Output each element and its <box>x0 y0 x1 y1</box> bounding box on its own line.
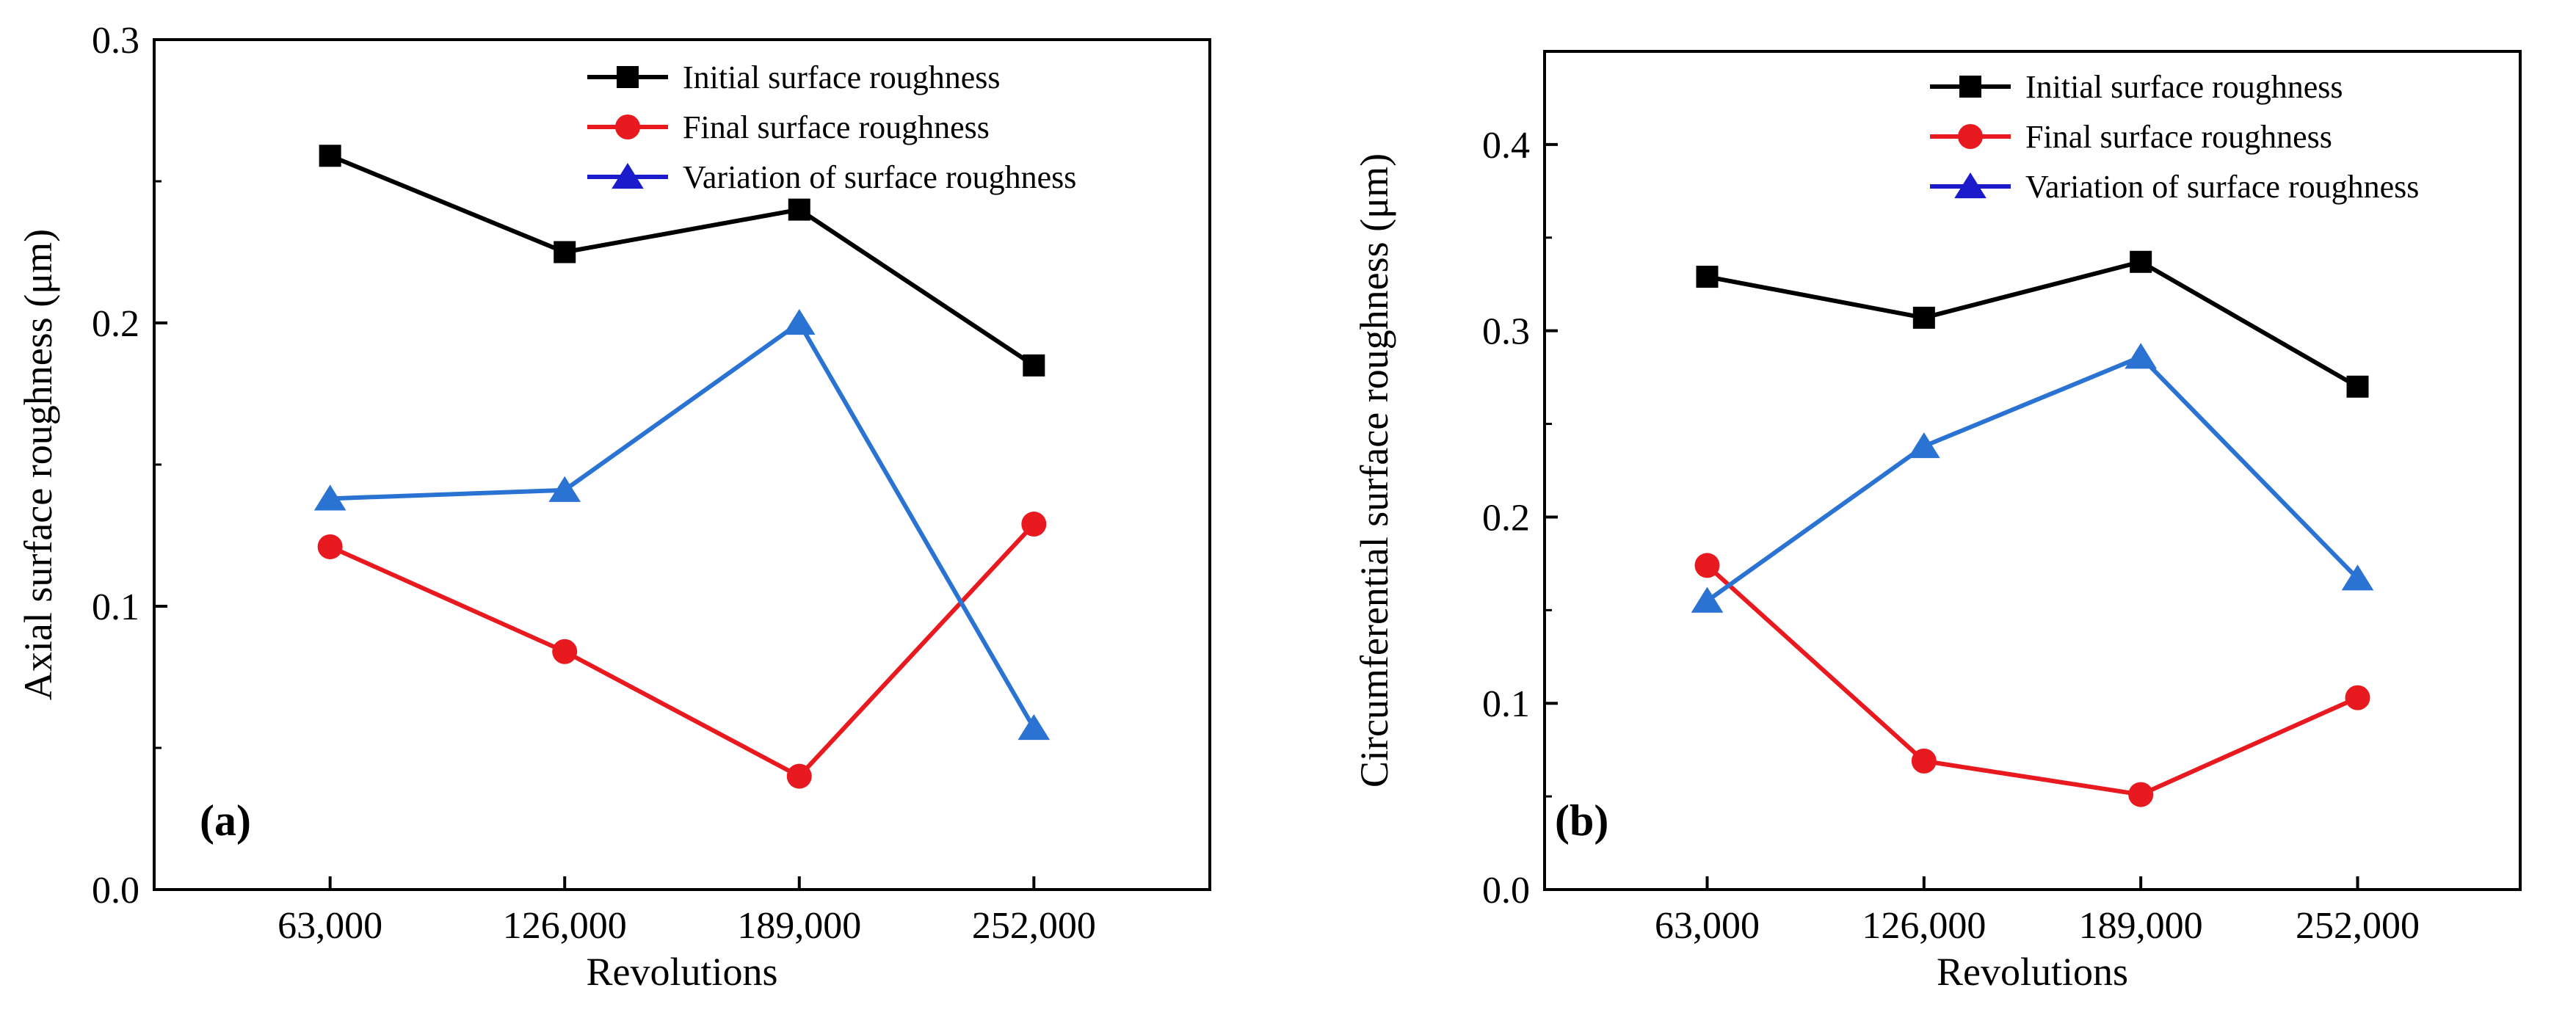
x-tick-label: 189,000 <box>737 905 861 947</box>
data-point <box>552 639 578 664</box>
y-tick-label: 0.2 <box>92 303 139 345</box>
data-point <box>554 241 576 263</box>
series-line <box>1706 259 2359 389</box>
legend: Initial surface roughness Final surface r… <box>1930 69 2419 205</box>
x-axis-label: Revolutions <box>586 950 777 994</box>
data-point <box>1023 354 1045 377</box>
legend-entry: Variation of surface roughness <box>683 159 1076 195</box>
x-tick-label: 252,000 <box>2296 905 2420 947</box>
data-point <box>548 476 581 502</box>
data-point <box>1912 306 1935 329</box>
data-point <box>788 198 810 221</box>
chart-panel-a: 0.0 0.1 0.2 0.3 63,000 126,000 189,000 252,000 R… <box>16 20 1211 994</box>
y-tick-label: 0.3 <box>1482 311 1530 353</box>
data-point <box>2341 564 2374 591</box>
y-axis-label: Axial surface roughness (μm) <box>16 229 60 700</box>
y-tick-label: 0.1 <box>92 586 139 628</box>
y-tick-label: 0.3 <box>92 20 139 62</box>
data-point <box>313 484 347 511</box>
data-point <box>783 309 816 335</box>
data-point <box>1691 586 1724 613</box>
data-point <box>1907 432 1940 459</box>
series-2 <box>317 512 1047 789</box>
data-point <box>2345 685 2370 710</box>
legend-marker <box>615 114 640 139</box>
x-tick-label: 252,000 <box>972 905 1096 947</box>
y-tick-label: 0.4 <box>1482 125 1530 167</box>
legend-entry: Variation of surface roughness <box>2025 169 2419 205</box>
legend-marker <box>1958 124 1983 149</box>
legend: Initial surface roughness Final surface r… <box>587 59 1076 195</box>
legend-entry: Final surface roughness <box>683 109 990 145</box>
legend-marker <box>617 66 639 88</box>
series-1 <box>1696 250 2369 398</box>
series-line <box>329 523 1036 779</box>
chart-panel-b: 0.0 0.1 0.2 0.3 0.4 63,000 126,000 189,000 252,0… <box>1352 50 2522 994</box>
series-line <box>1705 564 2359 797</box>
x-tick-label: 126,000 <box>503 905 627 947</box>
y-tick-label: 0.0 <box>1482 870 1530 912</box>
x-tick-label: 189,000 <box>2079 905 2203 947</box>
y-tick-label: 0.2 <box>1482 497 1530 539</box>
y-tick-label: 0.0 <box>92 870 139 912</box>
legend-entry: Initial surface roughness <box>2025 69 2343 105</box>
series-3 <box>1691 343 2374 613</box>
x-tick-label: 63,000 <box>1655 905 1760 947</box>
data-point <box>2128 782 2154 807</box>
series-line <box>1705 354 2359 603</box>
series-3 <box>313 309 1051 741</box>
legend-entry: Final surface roughness <box>2025 119 2332 155</box>
data-point <box>317 534 343 559</box>
plot-frame <box>1543 50 2522 891</box>
panel-label: (a) <box>200 796 251 845</box>
legend-entry: Initial surface roughness <box>683 59 1001 95</box>
y-axis-label: Circumferential surface roughness (μm) <box>1352 153 1396 788</box>
data-point <box>1694 553 1720 578</box>
series-line <box>330 319 1036 730</box>
data-point <box>1911 748 1937 774</box>
x-axis-label: Revolutions <box>1937 950 2128 994</box>
panel-label: (b) <box>1555 796 1608 845</box>
data-point <box>786 763 812 789</box>
data-point <box>2130 250 2152 273</box>
series-2 <box>1694 553 2370 807</box>
data-point <box>2125 343 2158 369</box>
data-point <box>319 145 341 167</box>
data-point <box>1017 713 1051 741</box>
data-point <box>1021 512 1047 537</box>
series-1 <box>319 145 1045 377</box>
series-line <box>329 153 1035 368</box>
y-tick-label: 0.1 <box>1482 683 1530 725</box>
legend-marker <box>612 163 644 189</box>
data-point <box>2346 375 2369 398</box>
legend-marker <box>1959 76 1981 98</box>
legend-marker <box>1954 172 1987 199</box>
x-tick-label: 63,000 <box>277 905 382 947</box>
x-tick-label: 126,000 <box>1862 905 1986 947</box>
data-point <box>1696 266 1719 288</box>
